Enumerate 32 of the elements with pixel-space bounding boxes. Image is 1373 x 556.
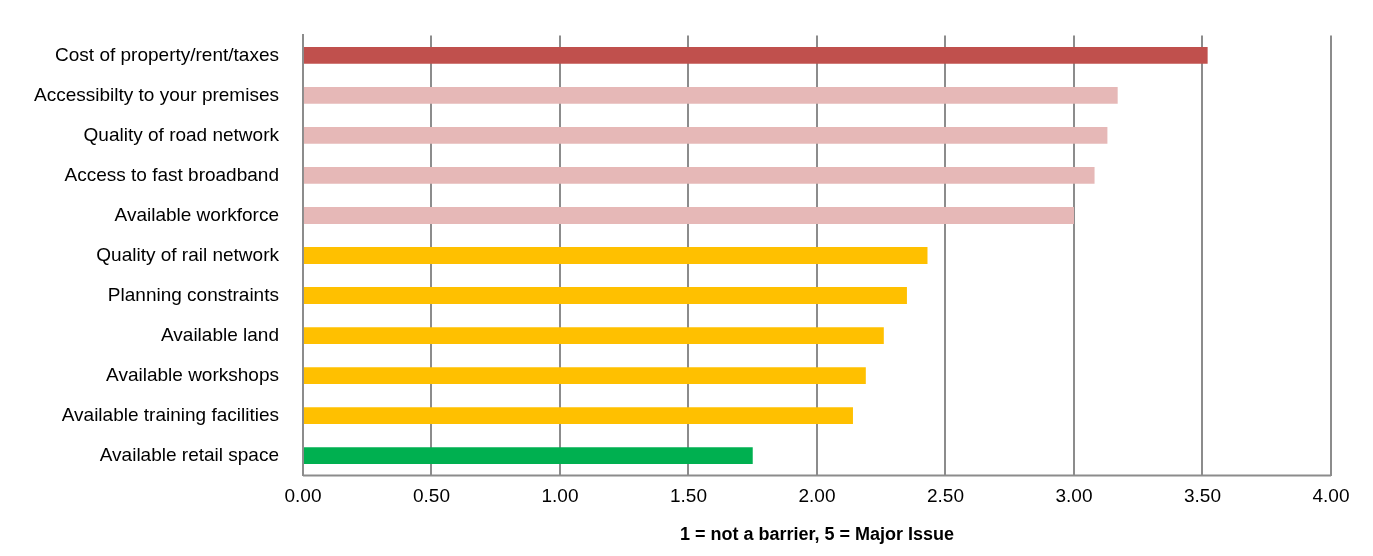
y-tick-label: Available land: [161, 323, 279, 345]
x-tick-label: 4.00: [1312, 485, 1350, 507]
x-tick-label: 1.00: [541, 485, 579, 507]
x-tick-label: 0.00: [284, 485, 322, 507]
x-tick-label: 3.00: [1055, 485, 1093, 507]
x-axis-title: 1 = not a barrier, 5 = Major Issue: [679, 524, 955, 545]
y-tick-label: Available retail space: [99, 443, 279, 465]
bar: [303, 327, 884, 344]
y-tick-label: Access to fast broadband: [64, 163, 279, 185]
bar: [303, 247, 928, 264]
bar: [303, 407, 853, 424]
y-tick-label: Available workshops: [106, 363, 279, 385]
y-tick-label: Quality of rail network: [96, 243, 280, 265]
x-tick-label: 0.50: [412, 485, 450, 507]
y-tick-label: Planning constraints: [107, 283, 279, 305]
x-tick-label: 1.50: [669, 485, 707, 507]
y-tick-label: Accessibilty to your premises: [34, 83, 279, 105]
y-tick-label: Cost of property/rent/taxes: [55, 43, 279, 65]
bar: [303, 207, 1074, 224]
y-tick-label: Available training facilities: [61, 403, 279, 425]
bar: [303, 47, 1208, 64]
bar: [303, 447, 753, 464]
x-tick-label: 2.50: [927, 485, 964, 507]
bar: [303, 87, 1118, 104]
x-tick-label: 3.50: [1184, 485, 1221, 507]
y-tick-label: Available workforce: [114, 203, 279, 225]
y-tick-label: Quality of road network: [83, 123, 280, 145]
bar: [303, 367, 866, 384]
bar: [303, 167, 1095, 184]
bar: [303, 127, 1108, 144]
x-tick-label: 2.00: [798, 485, 836, 507]
bar: [303, 287, 907, 304]
